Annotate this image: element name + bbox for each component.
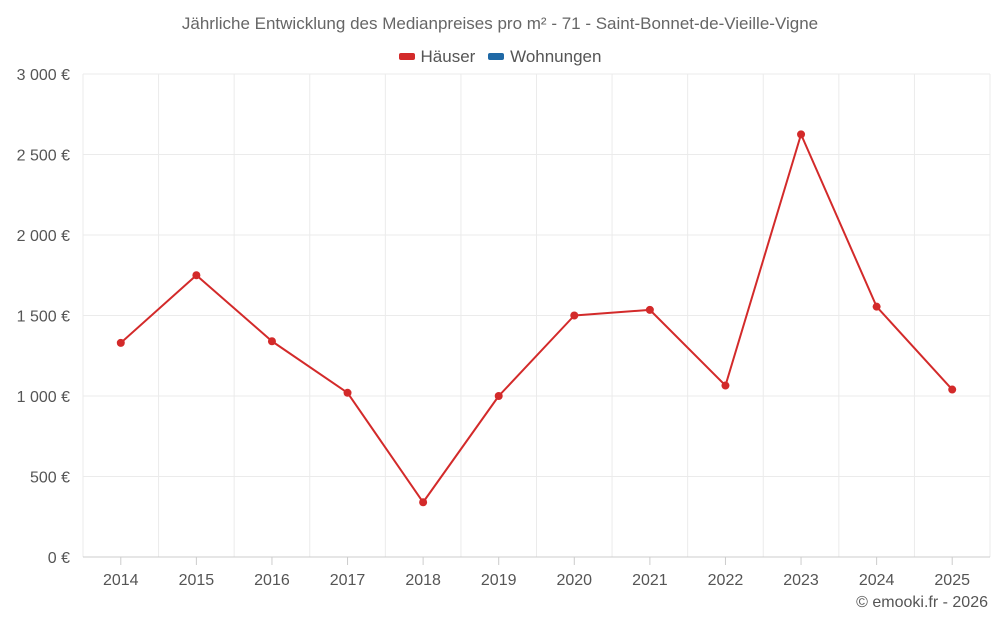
x-tick-label: 2017 <box>330 572 366 589</box>
x-tick-label: 2022 <box>708 572 744 589</box>
data-point-2020 <box>570 311 579 320</box>
data-point-2024 <box>872 302 881 311</box>
x-tick-label: 2023 <box>783 572 819 589</box>
x-tick-label: 2024 <box>859 572 895 589</box>
x-tick-label: 2016 <box>254 572 290 589</box>
legend-label-wohnungen: Wohnungen <box>510 46 602 66</box>
data-point-2019 <box>494 392 503 400</box>
legend-item-haeuser[interactable]: Häuser <box>398 46 476 67</box>
data-point-2018 <box>419 498 428 507</box>
legend-swatch-haeuser <box>398 53 415 60</box>
data-point-2022 <box>721 381 730 390</box>
x-tick-label: 2014 <box>103 572 139 589</box>
y-tick-label: 1 500 € <box>17 309 70 326</box>
data-point-2021 <box>645 305 654 314</box>
x-tick-label: 2025 <box>934 572 970 589</box>
data-point-2017 <box>343 388 352 397</box>
y-tick-label: 2 500 € <box>17 148 70 165</box>
legend: Häuser Wohnungen <box>0 45 1000 67</box>
data-point-2015 <box>192 271 201 280</box>
x-tick-label: 2018 <box>405 572 441 589</box>
x-tick-label: 2015 <box>179 572 215 589</box>
legend-swatch-wohnungen <box>488 53 505 60</box>
y-tick-label: 0 € <box>48 550 70 567</box>
y-tick-label: 500 € <box>30 470 70 487</box>
legend-label-haeuser: Häuser <box>420 46 476 66</box>
y-tick-label: 2 000 € <box>17 228 70 245</box>
y-tick-label: 1 000 € <box>17 389 70 406</box>
copyright-credit: © emooki.fr - 2026 <box>856 594 988 611</box>
data-point-2016 <box>267 337 276 346</box>
x-tick-label: 2020 <box>556 572 592 589</box>
x-tick-label: 2019 <box>481 572 517 589</box>
chart-title: Jährliche Entwicklung des Medianpreises … <box>181 14 819 33</box>
data-point-2014 <box>116 338 125 347</box>
legend-item-wohnungen[interactable]: Wohnungen <box>488 47 601 67</box>
x-tick-label: 2021 <box>632 572 668 589</box>
data-point-2025 <box>948 385 957 394</box>
data-point-2023 <box>797 130 806 139</box>
y-tick-label: 3 000 € <box>17 67 70 84</box>
series-line-haeuser <box>120 133 953 504</box>
